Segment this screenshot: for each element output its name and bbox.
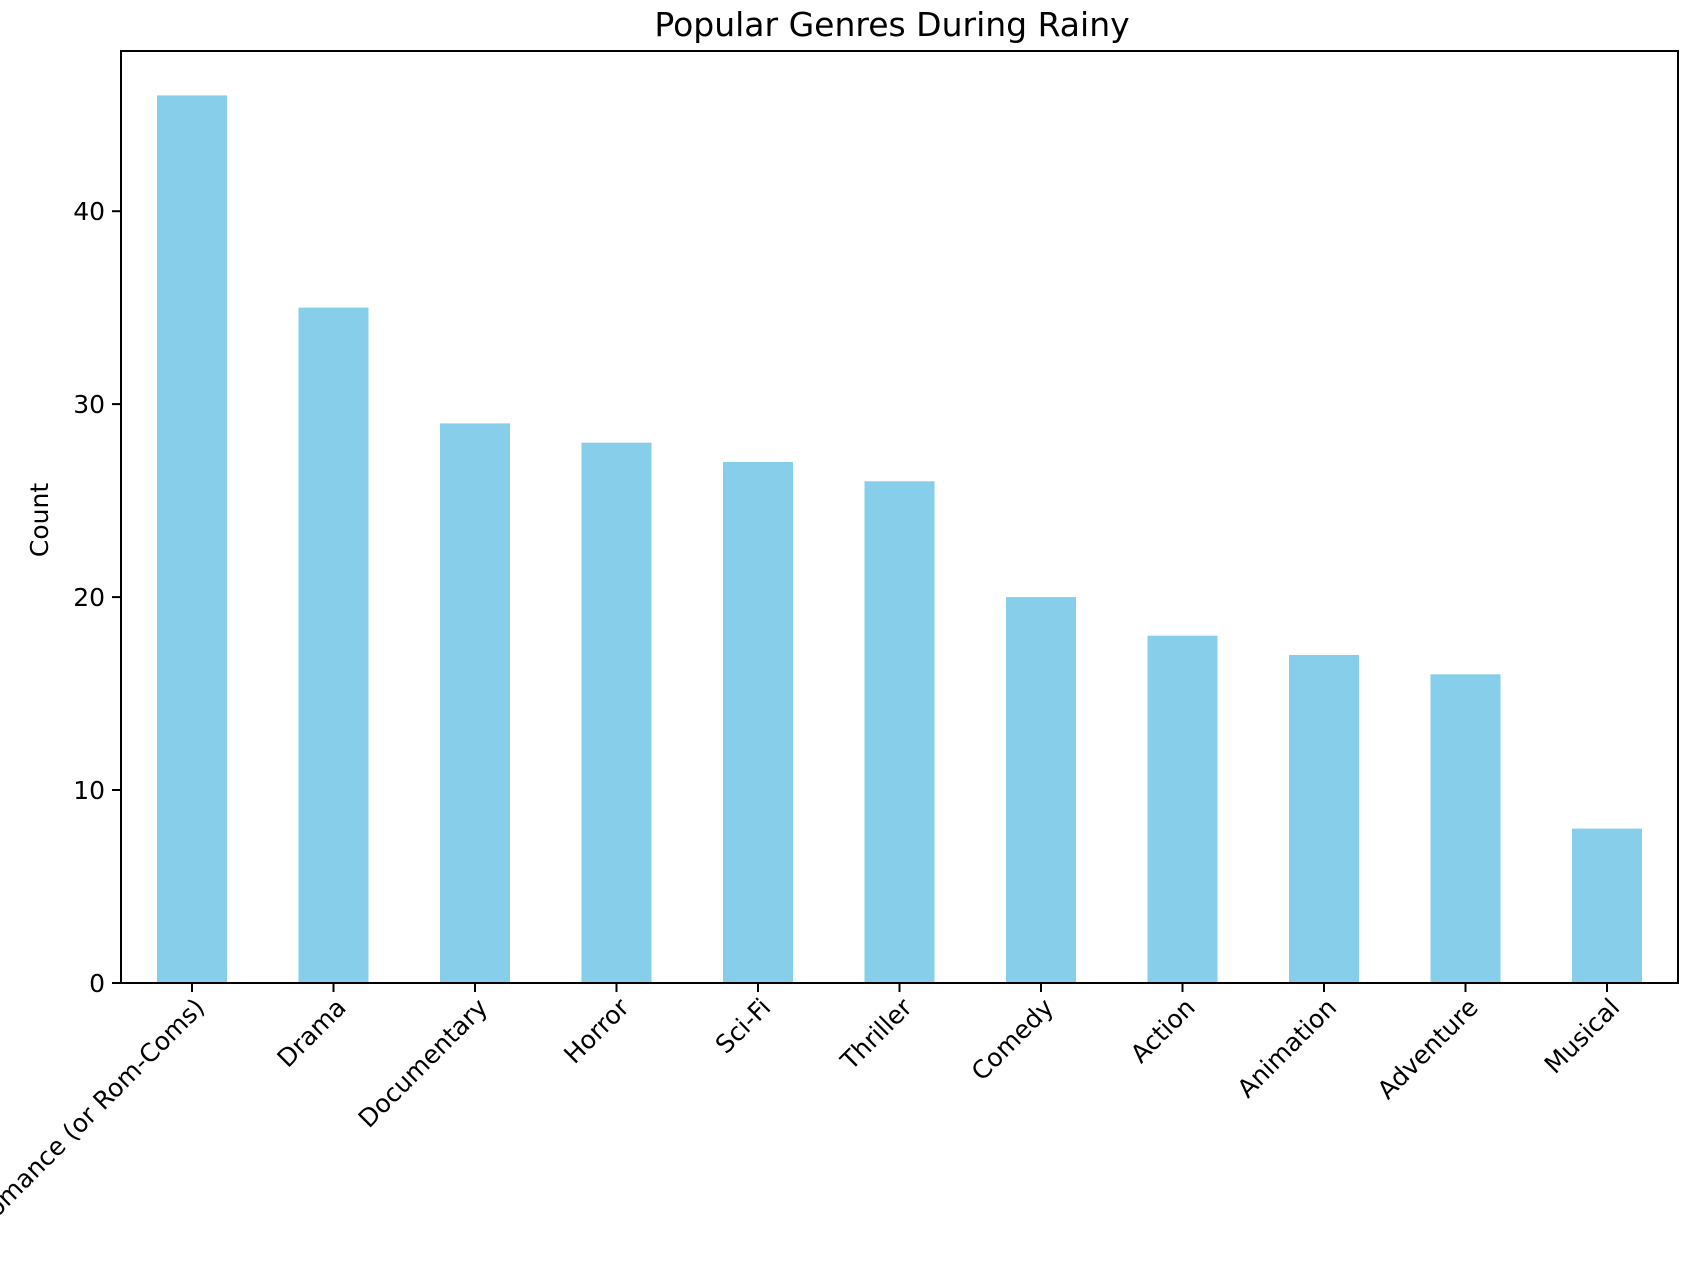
bar-animation — [1289, 655, 1359, 983]
bar-horror — [581, 442, 652, 983]
bar-thriller — [864, 481, 935, 983]
plot-area-frame — [120, 50, 1679, 984]
bar-action — [1147, 635, 1218, 983]
y-tick-label: 0 — [89, 969, 105, 998]
bar-sci-fi — [723, 462, 793, 983]
y-tick-label: 40 — [73, 197, 105, 226]
bar-musical — [1572, 828, 1642, 983]
y-axis-label: Count — [25, 483, 54, 557]
y-axis-ticks: 0 10 20 30 40 — [73, 197, 121, 998]
bar-comedy — [1006, 597, 1076, 983]
bar-adventure — [1430, 674, 1501, 983]
y-tick-label: 30 — [73, 390, 105, 419]
chart-title: Popular Genres During Rainy — [654, 5, 1129, 44]
bar-documentary — [440, 423, 510, 983]
y-tick-label: 20 — [73, 583, 105, 612]
bar-romance-or-rom-coms — [157, 95, 227, 983]
y-tick-label: 10 — [73, 776, 105, 805]
bar-drama — [298, 307, 369, 984]
bars-layer — [157, 95, 1642, 984]
